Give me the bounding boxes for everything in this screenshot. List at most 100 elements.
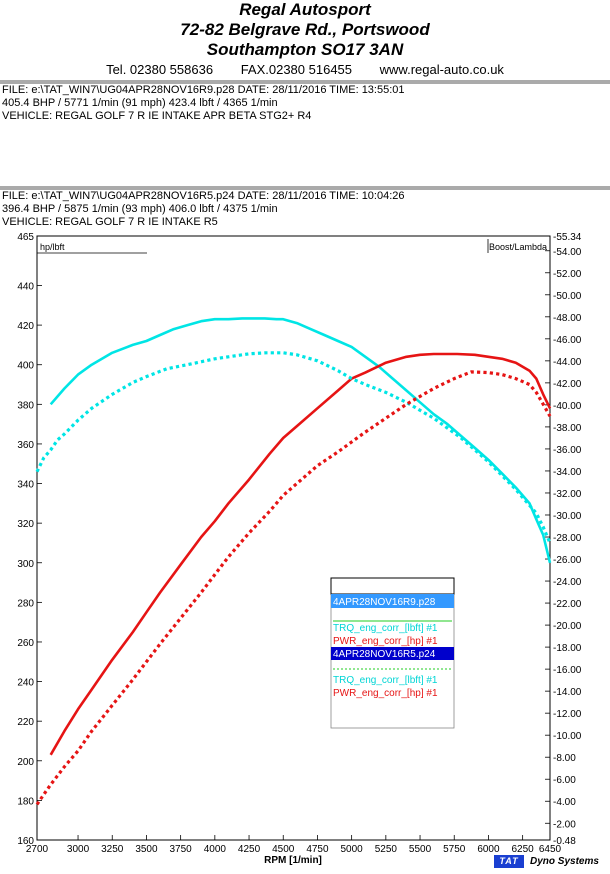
legend-run2-file: 4APR28NOV16R5.p24	[333, 649, 436, 660]
dyno-systems-text: Dyno Systems	[530, 856, 599, 867]
y-tick-label: 420	[17, 321, 34, 332]
right-y-tick-label: -46.00	[553, 335, 582, 346]
right-y-tick-label: -34.00	[553, 467, 582, 478]
series-dotted-line	[35, 370, 552, 806]
right-y-tick-label: -24.00	[553, 577, 582, 588]
right-y-tick-label: -30.00	[553, 511, 582, 522]
right-y-tick-label: -54.00	[553, 247, 582, 258]
legend-run1-pwr: PWR_eng_corr_[hp] #1	[333, 636, 438, 647]
legend-run2-pwr: PWR_eng_corr_[hp] #1	[333, 688, 438, 699]
right-y-tick-label: -2.00	[553, 819, 576, 830]
right-y-tick-label: -40.00	[553, 401, 582, 412]
company-name: Regal Autosport	[239, 0, 371, 19]
run2-file-line: FILE: e:\TAT_WIN7\UG04APR28NOV16R5.p24 D…	[2, 190, 405, 202]
right-y-tick-label: -20.00	[553, 621, 582, 632]
legend-run1-trq: TRQ_eng_corr_[lbft] #1	[333, 623, 438, 634]
legend-run2-highlight	[331, 647, 454, 660]
right-y-tick-label: -44.00	[553, 357, 582, 368]
y-tick-label: 240	[17, 678, 34, 689]
legend-run1-file: 4APR28NOV16R9.p28	[333, 597, 436, 608]
right-y-tick-label: -18.00	[553, 643, 582, 654]
x-tick-label: 5250	[375, 844, 398, 855]
x-tick-label: 4500	[272, 844, 295, 855]
right-y-tick-label: -36.00	[553, 445, 582, 456]
x-tick-label: 5000	[341, 844, 364, 855]
y-tick-label: 220	[17, 717, 34, 728]
right-y-tick-label: -8.00	[553, 753, 576, 764]
x-tick-label: 3750	[170, 844, 193, 855]
y-tick-label: 320	[17, 519, 34, 530]
run1-file-line: FILE: e:\TAT_WIN7\UG04APR28NOV16R9.p28 D…	[2, 84, 405, 96]
right-y-tick-label: -4.00	[553, 797, 576, 808]
right-y-tick-label: -55.34	[553, 232, 582, 243]
right-y-tick-label: -32.00	[553, 489, 582, 500]
fax: FAX.02380 516455	[240, 62, 353, 77]
y-tick-label: 465	[17, 232, 34, 243]
right-y-tick-label: -12.00	[553, 709, 582, 720]
y-tick-label: 360	[17, 440, 34, 451]
run2-power-line: 396.4 BHP / 5875 1/min (93 mph) 406.0 lb…	[2, 203, 278, 215]
series-1	[49, 317, 552, 564]
y-tick-label: 200	[17, 757, 34, 768]
y-tick-label: 340	[17, 480, 34, 491]
right-y-tick-label: -26.00	[553, 555, 582, 566]
x-tick-label: 4750	[306, 844, 329, 855]
dyno-chart: 2700 3000 3250 3500 3750 4000 4250 4500 4750 5000…	[17, 232, 581, 866]
y-tick-label: 280	[17, 598, 34, 609]
y-tick-label: 380	[17, 400, 34, 411]
legend-title-box	[330, 577, 455, 595]
series-3	[35, 351, 552, 544]
series-dotted-line	[35, 351, 552, 544]
y-tick-label: 160	[17, 836, 34, 847]
plot-frame	[36, 235, 551, 841]
website: www.regal-auto.co.uk	[379, 62, 504, 77]
right-y-tick-label: -50.00	[553, 291, 582, 302]
run2-vehicle-line: VEHICLE: REGAL GOLF 7 R IE INTAKE R5	[2, 216, 218, 228]
run2-info: FILE: e:\TAT_WIN7\UG04APR28NOV16R5.p24 D…	[0, 186, 610, 228]
right-y-tick-label: -38.00	[553, 423, 582, 434]
left-axis-label: hp/lbft	[40, 242, 65, 252]
axis-ticks: 2700 3000 3250 3500 3750 4000 4250 4500 4750 5000…	[17, 232, 581, 855]
right-y-tick-label: -14.00	[553, 687, 582, 698]
y-tick-label: 400	[17, 361, 34, 372]
legend-run1-highlight	[331, 594, 454, 608]
x-tick-label: 6250	[512, 844, 535, 855]
telephone: Tel. 02380 558636	[106, 62, 214, 77]
company-address-line1: 72-82 Belgrave Rd., Portswood	[180, 20, 430, 39]
y-tick-label: 260	[17, 638, 34, 649]
right-y-tick-label: -0.48	[553, 836, 576, 847]
x-tick-label: 3250	[101, 844, 124, 855]
x-tick-label: 6450	[539, 844, 562, 855]
right-y-tick-label: -16.00	[553, 665, 582, 676]
x-tick-label: 5500	[409, 844, 432, 855]
right-y-tick-label: -52.00	[553, 269, 582, 280]
report-header: Regal Autosport 72-82 Belgrave Rd., Port…	[0, 0, 610, 60]
contact-line: Tel. 02380 558636 FAX.02380 516455 www.r…	[0, 62, 610, 77]
series-4	[35, 370, 552, 806]
x-tick-label: 4250	[238, 844, 261, 855]
x-tick-label: 3000	[67, 844, 90, 855]
x-tick-label: 3500	[135, 844, 158, 855]
series-line	[49, 317, 552, 564]
right-y-tick-label: -48.00	[553, 313, 582, 324]
x-axis-title: RPM [1/min]	[264, 855, 322, 866]
right-y-tick-label: -10.00	[553, 731, 582, 742]
x-tick-label: 5750	[443, 844, 466, 855]
legend-run2-trq: TRQ_eng_corr_[lbft] #1	[333, 675, 438, 686]
run1-power-line: 405.4 BHP / 5771 1/min (91 mph) 423.4 lb…	[2, 97, 278, 109]
x-tick-label: 4000	[204, 844, 227, 855]
right-y-tick-label: -22.00	[553, 599, 582, 610]
run1-info: FILE: e:\TAT_WIN7\UG04APR28NOV16R9.p28 D…	[0, 80, 610, 186]
right-y-tick-label: -42.00	[553, 379, 582, 390]
x-tick-label: 6000	[477, 844, 500, 855]
y-tick-label: 440	[17, 282, 34, 293]
y-tick-label: 300	[17, 559, 34, 570]
right-y-tick-label: -6.00	[553, 775, 576, 786]
run1-vehicle-line: VEHICLE: REGAL GOLF 7 R IE INTAKE APR BE…	[2, 110, 312, 122]
y-tick-label: 180	[17, 796, 34, 807]
x-tick-label: 2700	[26, 844, 49, 855]
right-axis-label: Boost/Lambda	[489, 242, 547, 252]
series-line	[49, 352, 552, 756]
tat-logo: TAT	[494, 855, 524, 868]
company-address-line2: Southampton SO17 3AN	[206, 40, 404, 59]
